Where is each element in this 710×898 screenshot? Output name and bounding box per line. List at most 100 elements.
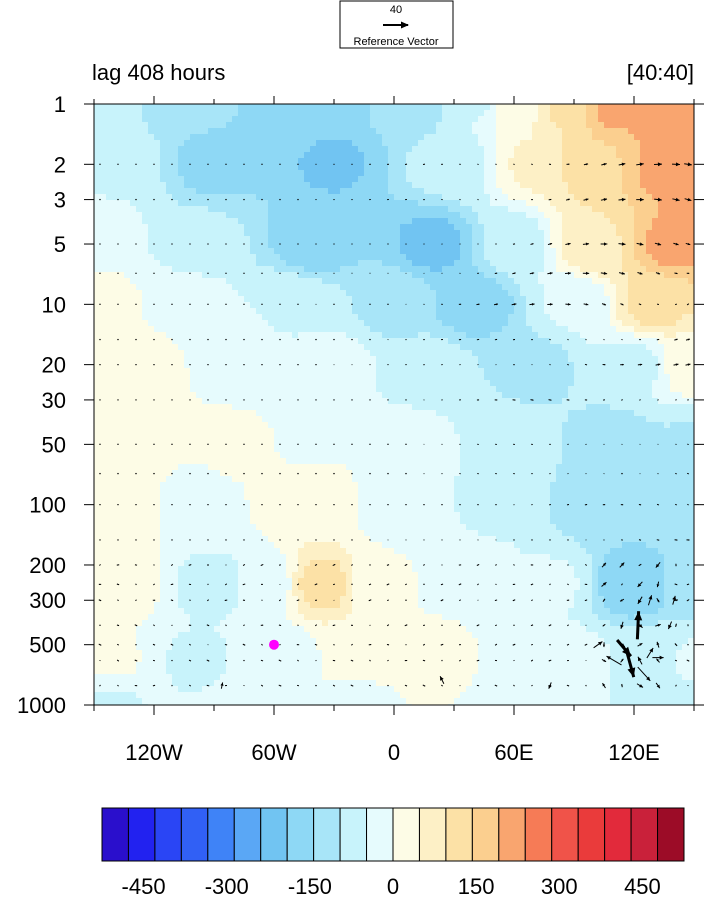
contour-cell	[184, 140, 191, 147]
contour-cell	[178, 218, 185, 225]
contour-cell	[148, 104, 155, 111]
contour-cell	[364, 296, 371, 303]
contour-cell	[388, 272, 395, 279]
contour-cell	[490, 248, 497, 255]
contour-cell	[466, 176, 473, 183]
contour-cell	[490, 320, 497, 327]
contour-cell	[682, 218, 689, 225]
contour-cell	[136, 212, 143, 219]
contour-cell	[130, 386, 137, 393]
contour-cell	[652, 188, 659, 195]
contour-cell	[292, 284, 299, 291]
contour-cell	[178, 206, 185, 213]
contour-cell	[628, 362, 635, 369]
contour-cell	[166, 122, 173, 129]
contour-cell	[286, 368, 293, 375]
contour-cell	[196, 212, 203, 219]
contour-cell	[178, 230, 185, 237]
contour-cell	[424, 398, 431, 405]
contour-cell	[382, 284, 389, 291]
contour-cell	[220, 386, 227, 393]
contour-cell	[664, 272, 671, 279]
contour-cell	[112, 122, 119, 129]
contour-cell	[514, 260, 521, 267]
contour-cell	[130, 188, 137, 195]
contour-cell	[418, 116, 425, 123]
contour-cell	[418, 284, 425, 291]
contour-cell	[640, 206, 647, 213]
contour-cell	[106, 272, 113, 279]
contour-cell	[580, 122, 587, 129]
contour-cell	[430, 176, 437, 183]
contour-cell	[196, 266, 203, 273]
contour-cell	[286, 278, 293, 285]
contour-cell	[328, 134, 335, 141]
contour-cell	[412, 296, 419, 303]
contour-cell	[214, 134, 221, 141]
contour-cell	[556, 182, 563, 189]
contour-cell	[388, 224, 395, 231]
contour-cell	[370, 110, 377, 117]
contour-cell	[424, 290, 431, 297]
contour-cell	[430, 122, 437, 129]
contour-cell	[502, 320, 509, 327]
contour-cell	[130, 314, 137, 321]
contour-cell	[502, 170, 509, 177]
contour-cell	[382, 140, 389, 147]
contour-cell	[244, 134, 251, 141]
contour-cell	[244, 314, 251, 321]
contour-cell	[652, 392, 659, 399]
contour-cell	[400, 224, 407, 231]
contour-cell	[598, 194, 605, 201]
contour-cell	[184, 170, 191, 177]
contour-cell	[286, 260, 293, 267]
contour-cell	[334, 236, 341, 243]
contour-cell	[382, 170, 389, 177]
contour-cell	[604, 380, 611, 387]
contour-cell	[556, 368, 563, 375]
contour-cell	[154, 254, 161, 261]
contour-cell	[286, 134, 293, 141]
contour-cell	[676, 380, 683, 387]
contour-cell	[676, 314, 683, 321]
contour-cell	[118, 356, 125, 363]
contour-cell	[412, 392, 419, 399]
contour-cell	[340, 380, 347, 387]
contour-cell	[640, 158, 647, 165]
contour-cell	[418, 128, 425, 135]
contour-cell	[136, 266, 143, 273]
contour-cell	[166, 194, 173, 201]
contour-cell	[382, 392, 389, 399]
contour-cell	[640, 194, 647, 201]
contour-cell	[130, 140, 137, 147]
contour-cell	[604, 176, 611, 183]
contour-cell	[616, 266, 623, 273]
contour-cell	[118, 152, 125, 159]
contour-cell	[418, 362, 425, 369]
contour-cell	[388, 248, 395, 255]
contour-cell	[112, 296, 119, 303]
contour-cell	[550, 242, 557, 249]
contour-cell	[196, 224, 203, 231]
contour-cell	[448, 314, 455, 321]
contour-cell	[160, 194, 167, 201]
contour-cell	[688, 140, 694, 147]
contour-cell	[514, 320, 521, 327]
contour-cell	[538, 248, 545, 255]
contour-cell	[652, 314, 659, 321]
contour-cell	[478, 260, 485, 267]
contour-cell	[358, 152, 365, 159]
contour-cell	[280, 164, 287, 171]
contour-cell	[322, 218, 329, 225]
contour-cell	[400, 386, 407, 393]
contour-cell	[202, 224, 209, 231]
contour-cell	[160, 314, 167, 321]
contour-cell	[220, 284, 227, 291]
contour-cell	[436, 158, 443, 165]
contour-cell	[478, 314, 485, 321]
contour-cell	[580, 128, 587, 135]
contour-cell	[364, 356, 371, 363]
contour-cell	[682, 332, 689, 339]
contour-cell	[238, 266, 245, 273]
contour-cell	[310, 266, 317, 273]
